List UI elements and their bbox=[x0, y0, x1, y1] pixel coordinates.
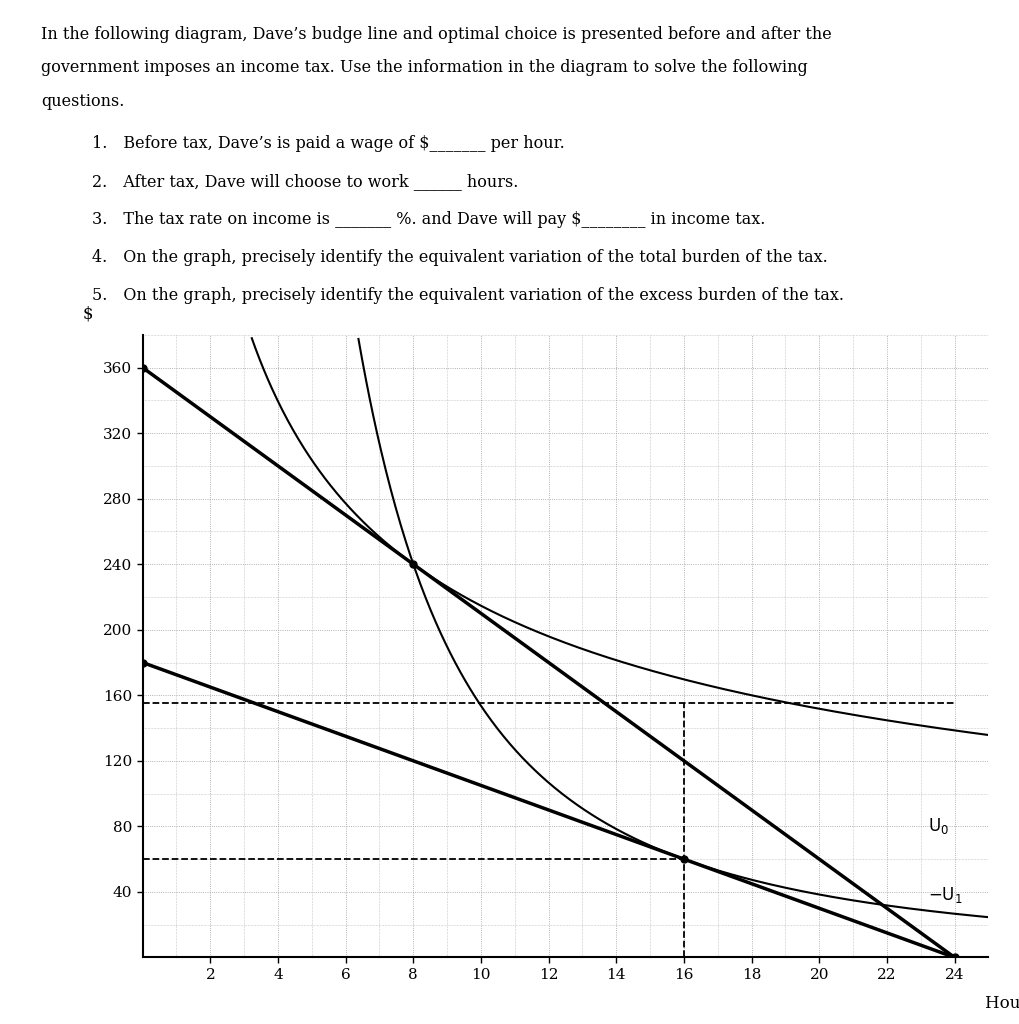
Text: $\mathrm{U_0}$: $\mathrm{U_0}$ bbox=[927, 816, 949, 837]
Text: 1. Before tax, Dave’s is paid a wage of $_______ per hour.: 1. Before tax, Dave’s is paid a wage of … bbox=[92, 135, 565, 153]
Text: 4. On the graph, precisely identify the equivalent variation of the total burden: 4. On the graph, precisely identify the … bbox=[92, 249, 827, 266]
Text: 2. After tax, Dave will choose to work ______ hours.: 2. After tax, Dave will choose to work _… bbox=[92, 173, 518, 190]
Text: $: $ bbox=[83, 305, 93, 323]
Text: 5. On the graph, precisely identify the equivalent variation of the excess burde: 5. On the graph, precisely identify the … bbox=[92, 287, 844, 304]
Text: In the following diagram, Dave’s budge line and optimal choice is presented befo: In the following diagram, Dave’s budge l… bbox=[41, 26, 832, 43]
Text: 3. The tax rate on income is _______ %. and Dave will pay $________ in income ta: 3. The tax rate on income is _______ %. … bbox=[92, 211, 765, 228]
Text: government imposes an income tax. Use the information in the diagram to solve th: government imposes an income tax. Use th… bbox=[41, 59, 807, 77]
Text: $-\mathrm{U_1}$: $-\mathrm{U_1}$ bbox=[927, 885, 962, 905]
Text: questions.: questions. bbox=[41, 93, 124, 111]
X-axis label: Hours of Leisure: Hours of Leisure bbox=[985, 994, 1019, 1012]
